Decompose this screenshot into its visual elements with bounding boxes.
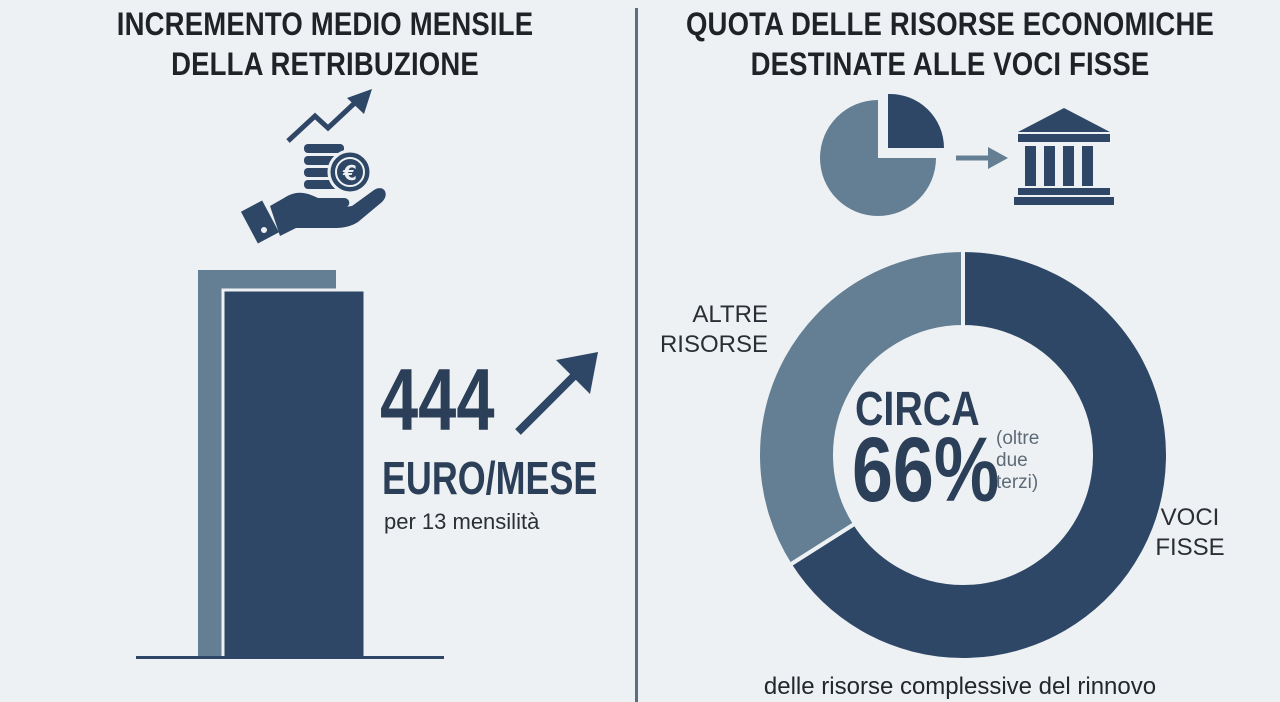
up-arrow-icon [515,352,598,435]
pie-chart-icon [820,93,944,216]
bar-baseline [136,656,444,659]
label-altre-line-2: RISORSE [659,331,768,358]
left-title-line-1: INCREMENTO MEDIO MENSILE [116,6,534,42]
paren-line-3: terzi) [996,472,1039,493]
left-panel-title: INCREMENTO MEDIO MENSILE DELLA RETRIBUZI… [46,4,605,84]
bar-444 [221,288,367,660]
donut-percent-value: 66% [852,419,1000,521]
label-voci-line-2: FISSE [1155,534,1225,561]
increase-unit: EURO/MESE [382,452,598,504]
label-voci-line-1: VOCI [1160,504,1220,531]
right-title-line-1: QUOTA DELLE RISORSE ECONOMICHE [685,6,1215,42]
hand-coins-euro-icon: € [240,89,386,244]
paren-line-2: due [996,450,1028,471]
increase-amount: 444 [380,350,495,449]
donut-segment-altre-risorse [756,247,965,568]
label-voci-fisse: VOCI FISSE [1150,503,1230,563]
donut-paren-note: (oltre due terzi) [996,428,1039,494]
label-altre-risorse: ALTRE RISORSE [652,300,768,360]
donut-footnote: delle risorse complessive del rinnovo [763,673,1157,700]
right-title-line-2: DESTINATE ALLE VOCI FISSE [750,46,1150,82]
donut-chart [756,247,1170,662]
donut-circa-label: CIRCA [855,383,980,436]
left-title-line-2: DELLA RETRIBUZIONE [171,46,479,82]
right-arrow-icon [956,147,1008,169]
bank-building-icon [1014,108,1114,205]
donut-segment-voci-fisse [787,247,1170,662]
right-panel-title: QUOTA DELLE RISORSE ECONOMICHE DESTINATE… [666,4,1234,84]
svg-text:€: € [342,161,357,185]
panel-divider [635,8,638,702]
label-altre-line-1: ALTRE [692,301,768,328]
increase-note: per 13 mensilità [384,509,540,534]
bar-chart [136,270,444,660]
paren-line-1: (oltre [996,428,1040,449]
trend-up-arrow-icon [286,89,372,143]
